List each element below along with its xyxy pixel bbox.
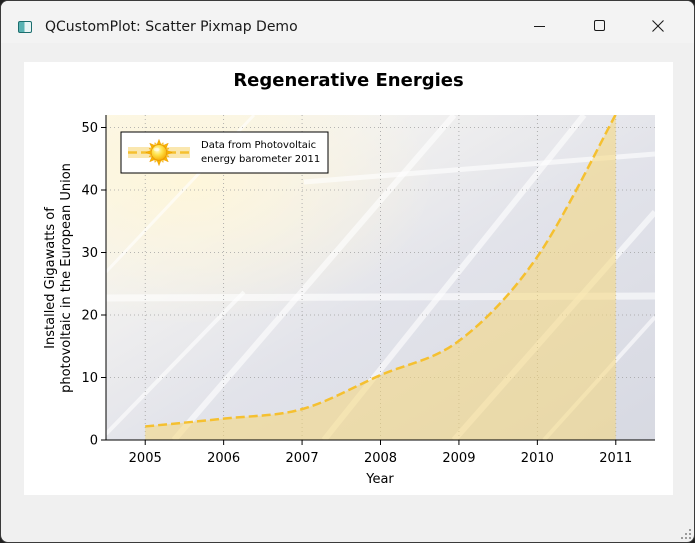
maximize-button[interactable] <box>577 9 623 43</box>
x-tick-label: 2006 <box>207 451 240 466</box>
sun-icon <box>145 139 173 166</box>
series-fill <box>145 115 616 440</box>
x-tick-label: 2009 <box>442 451 475 466</box>
chart-title: Regenerative Energies <box>233 70 464 91</box>
y-axis-label-line-1: Installed Gigawatts of <box>43 207 58 349</box>
resize-grip-icon[interactable] <box>680 528 692 540</box>
y-axis-label-line-2: photovoltaic in the European Union <box>59 163 74 393</box>
area-fill <box>145 115 616 440</box>
app-icon <box>18 21 32 33</box>
maximize-icon <box>594 20 605 31</box>
window-title: QCustomPlot: Scatter Pixmap Demo <box>45 19 298 35</box>
y-tick-label: 0 <box>90 434 98 449</box>
x-tick-label: 2008 <box>364 451 397 466</box>
y-tick-label: 50 <box>81 121 98 136</box>
y-tick-label: 20 <box>81 309 98 324</box>
close-icon <box>652 20 664 32</box>
plot-widget[interactable]: Regenerative Energies <box>24 62 673 495</box>
x-tick-label: 2005 <box>129 451 162 466</box>
x-tick-label: 2011 <box>599 451 632 466</box>
data-line <box>145 115 617 428</box>
y-axis-label: Installed Gigawatts of photovoltaic in t… <box>43 163 74 393</box>
close-button[interactable] <box>635 9 681 43</box>
chart-canvas[interactable]: 2005 2006 2007 2008 2009 2010 2011 0 10 20 30 40 50… <box>24 62 673 495</box>
x-tick-label: 2010 <box>521 451 554 466</box>
minimize-button[interactable] <box>517 9 563 43</box>
x-tick-label: 2007 <box>286 451 319 466</box>
legend[interactable]: Data from Photovoltaic energy barometer … <box>120 131 329 174</box>
y-tick-label: 40 <box>81 184 98 199</box>
series-line <box>145 115 617 428</box>
y-tick-label: 30 <box>81 246 98 261</box>
x-axis-ticks: 2005 2006 2007 2008 2009 2010 2011 <box>129 440 632 466</box>
legend-label-line-2: energy barometer 2011 <box>201 154 320 165</box>
x-axis-label: Year <box>365 472 394 487</box>
minimize-icon <box>534 26 545 27</box>
legend-label-line-1: Data from Photovoltaic <box>201 140 316 151</box>
y-tick-label: 10 <box>81 371 98 386</box>
title-bar[interactable]: QCustomPlot: Scatter Pixmap Demo <box>1 1 694 43</box>
y-axis-ticks: 0 10 20 30 40 50 <box>81 121 106 449</box>
